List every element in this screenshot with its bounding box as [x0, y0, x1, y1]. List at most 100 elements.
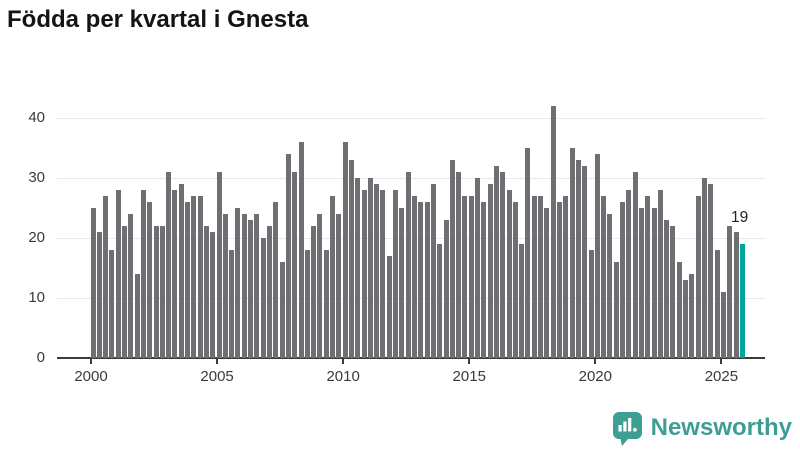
x-axis-label-2005: 2005	[200, 368, 234, 385]
bar-2010Q1	[342, 142, 348, 358]
bar-2017Q4	[538, 196, 544, 358]
y-axis-label-30: 30	[28, 169, 45, 186]
bar-2023Q4	[689, 274, 695, 358]
x-tick-2010	[342, 358, 345, 364]
bar-2008Q2	[298, 142, 304, 358]
bar-2011Q2	[374, 184, 380, 358]
x-tick-2015	[468, 358, 471, 364]
bar-2020Q3	[607, 214, 613, 358]
bar-2008Q1	[292, 172, 298, 358]
bar-2023Q1	[670, 226, 676, 358]
bar-2018Q4	[563, 196, 569, 358]
gridline-y30	[57, 178, 765, 179]
bar-2015Q3	[481, 202, 487, 358]
bar-2013Q4	[437, 244, 443, 358]
bar-2024Q3	[708, 184, 714, 358]
bar-2001Q2	[122, 226, 128, 358]
bar-2015Q4	[487, 184, 493, 358]
bar-2021Q2	[626, 190, 632, 358]
bar-2012Q4	[412, 196, 417, 358]
bar-2002Q2	[147, 202, 153, 358]
x-tick-2005	[216, 358, 219, 364]
x-axis-label-2020: 2020	[578, 368, 612, 385]
bar-2014Q3	[456, 172, 462, 358]
bar-2011Q3	[380, 190, 386, 358]
bar-2002Q4	[159, 226, 165, 358]
bar-2006Q4	[260, 238, 266, 358]
bar-2001Q1	[115, 190, 121, 358]
bar-2016Q3	[506, 190, 512, 358]
bar-2014Q1	[443, 220, 449, 358]
bar-2024Q2	[701, 178, 707, 358]
bar-2006Q3	[254, 214, 260, 358]
bar-2003Q3	[178, 184, 184, 358]
bar-2019Q2	[575, 160, 581, 358]
bar-2007Q1	[267, 226, 272, 358]
bar-2009Q3	[330, 196, 336, 358]
bar-2011Q4	[386, 256, 392, 358]
bar-2004Q4	[210, 232, 216, 358]
bar-2020Q2	[601, 196, 607, 358]
bar-2011Q1	[367, 178, 373, 358]
bar-2010Q2	[348, 160, 354, 358]
x-tick-2000	[90, 358, 92, 364]
bar-2005Q1	[216, 172, 222, 358]
gridline-y40	[57, 118, 765, 119]
last-value-label: 19	[731, 209, 749, 226]
y-axis-label-40: 40	[28, 109, 45, 126]
bar-2025Q2	[727, 226, 733, 358]
bar-2001Q4	[134, 274, 140, 358]
y-axis-label-20: 20	[28, 229, 45, 246]
bar-2003Q1	[166, 172, 172, 358]
bar-2010Q4	[361, 190, 367, 358]
bar-2006Q1	[241, 214, 247, 358]
bar-2009Q2	[323, 250, 329, 358]
bar-2009Q1	[317, 214, 323, 358]
bar-2017Q1	[519, 244, 525, 358]
bar-2025Q3	[733, 232, 739, 358]
x-axis-label-2025: 2025	[704, 368, 739, 385]
bar-2012Q1	[393, 190, 399, 358]
bar-2004Q3	[203, 226, 209, 358]
y-axis-label-0: 0	[36, 349, 45, 366]
bar-2017Q2	[525, 148, 531, 358]
bar-2016Q2	[500, 172, 506, 358]
bar-2003Q4	[185, 202, 191, 358]
x-axis-label-2015: 2015	[452, 368, 486, 385]
bar-2018Q3	[556, 202, 562, 358]
bar-2007Q2	[273, 202, 279, 358]
bar-2020Q1	[594, 154, 600, 358]
bar-2005Q3	[229, 250, 235, 358]
bar-2004Q1	[191, 196, 197, 358]
bar-2022Q4	[664, 220, 670, 358]
bar-2018Q2	[550, 106, 556, 358]
newsworthy-logo[interactable]: Newsworthy	[610, 410, 792, 446]
bar-2012Q3	[405, 172, 411, 358]
highlighted-bar-2025Q4	[739, 244, 745, 358]
gridline-y20	[57, 238, 765, 239]
bar-2016Q4	[512, 202, 518, 358]
bar-2004Q2	[197, 196, 203, 358]
bar-2013Q1	[418, 202, 424, 358]
bar-2003Q2	[172, 190, 178, 358]
chart-title: Födda per kvartal i Gnesta	[7, 6, 309, 33]
bar-2006Q2	[248, 220, 254, 358]
bar-2007Q4	[285, 154, 291, 358]
x-tick-2025	[720, 358, 723, 364]
bar-2000Q3	[103, 196, 109, 358]
bar-2020Q4	[613, 262, 619, 358]
bar-2017Q3	[531, 196, 537, 358]
bar-2002Q1	[140, 190, 146, 358]
bar-2019Q3	[582, 166, 588, 358]
bar-2021Q4	[638, 208, 644, 358]
bar-2008Q3	[304, 250, 310, 358]
bar-2021Q3	[632, 172, 638, 358]
bar-2023Q3	[683, 280, 689, 358]
bar-2005Q4	[235, 208, 241, 358]
bar-2015Q2	[475, 178, 481, 358]
y-axis-label-10: 10	[28, 289, 45, 306]
gridline-y10	[57, 298, 765, 299]
bar-2021Q1	[620, 202, 626, 358]
